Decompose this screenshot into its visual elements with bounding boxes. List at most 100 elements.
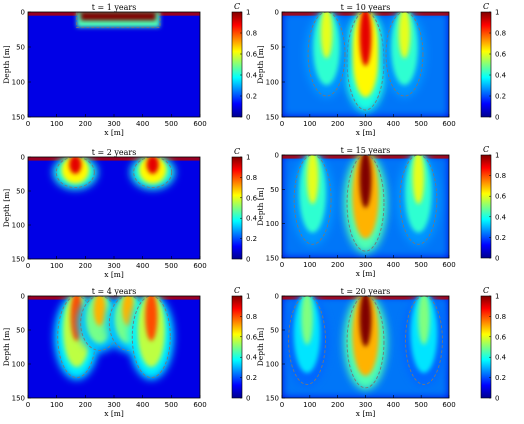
plume-core xyxy=(359,12,372,66)
x-tick-label: 300 xyxy=(107,262,120,270)
x-tick-label: 600 xyxy=(442,120,455,128)
colorbar-tick-label: 0 xyxy=(495,395,499,403)
plume-core xyxy=(69,157,82,174)
colorbar-tick-label: 0 xyxy=(246,256,250,264)
y-tick-label: 100 xyxy=(266,220,279,228)
plume-core xyxy=(359,155,372,208)
plume-core xyxy=(412,155,425,205)
x-tick-label: 200 xyxy=(331,401,344,409)
colorbar-tick-label: 0.4 xyxy=(246,215,258,223)
colorbar-tick-label: 0 xyxy=(246,395,250,403)
contour-line xyxy=(133,157,173,189)
x-tick-label: 500 xyxy=(165,401,178,409)
x-tick-label: 300 xyxy=(359,120,372,128)
x-tick-label: 100 xyxy=(50,120,63,128)
panel-title: t = 10 years xyxy=(341,3,391,12)
colorbar-tick-label: 0.2 xyxy=(246,93,257,101)
contour-line xyxy=(76,12,161,28)
concentration-field xyxy=(28,296,200,398)
x-tick-label: 500 xyxy=(165,262,178,270)
x-tick-label: 400 xyxy=(387,120,400,128)
y-tick-label: 0 xyxy=(275,152,279,160)
colorbar xyxy=(480,11,492,118)
surface-layer xyxy=(28,157,200,161)
x-axis-label: x [m] xyxy=(104,128,124,137)
contour-line xyxy=(405,296,443,385)
contour-line xyxy=(399,155,438,245)
plume-core xyxy=(320,12,333,59)
colorbar-tick-label: 1 xyxy=(246,154,250,162)
x-tick-label: 0 xyxy=(26,120,30,128)
field-background xyxy=(28,12,200,117)
plume-2 xyxy=(290,155,335,247)
x-tick-label: 400 xyxy=(136,120,149,128)
x-tick-label: 200 xyxy=(79,262,92,270)
x-tick-label: 200 xyxy=(79,401,92,409)
x-tick-label: 600 xyxy=(193,262,206,270)
contour-line xyxy=(346,155,385,252)
panel-title: t = 20 years xyxy=(341,287,391,296)
plume-core xyxy=(93,296,106,326)
y-axis-label: Depth [m] xyxy=(2,189,11,228)
y-axis-label: Depth [m] xyxy=(256,45,265,84)
colorbar-tick-label: 0.6 xyxy=(246,194,258,202)
contour-line xyxy=(293,155,332,245)
x-tick-label: 300 xyxy=(359,261,372,269)
plume-2 xyxy=(130,157,176,190)
colorbar-tick-label: 0 xyxy=(246,114,250,122)
colorbar-tick-label: 0.6 xyxy=(246,51,258,59)
colorbar-tick-label: 0.6 xyxy=(246,333,258,341)
x-tick-label: 200 xyxy=(331,120,344,128)
contour-line xyxy=(307,12,346,97)
colorbar-label: C xyxy=(234,2,240,11)
concentration-field xyxy=(282,155,449,258)
x-tick-label: 0 xyxy=(280,261,284,269)
y-axis-label: Depth [m] xyxy=(2,328,11,367)
colorbar-tick-label: 0.4 xyxy=(246,72,258,80)
x-tick-label: 100 xyxy=(50,262,63,270)
x-tick-label: 300 xyxy=(359,401,372,409)
colorbar-tick-label: 1 xyxy=(495,152,499,160)
x-tick-label: 500 xyxy=(165,120,178,128)
x-tick-label: 300 xyxy=(107,401,120,409)
panel-4: t = 15 years 0 100 200 300 400 500 600 x [m] 0 50 1… xyxy=(256,145,507,278)
x-axis-label: x [m] xyxy=(356,409,376,418)
x-tick-label: 0 xyxy=(26,401,30,409)
y-tick-label: 50 xyxy=(16,44,25,52)
y-tick-label: 0 xyxy=(21,9,25,17)
x-tick-label: 400 xyxy=(387,261,400,269)
colorbar xyxy=(480,295,492,399)
colorbar-tick-label: 0.2 xyxy=(495,93,506,101)
colorbar-tick-label: 0.8 xyxy=(246,30,257,38)
plume-4 xyxy=(128,296,174,380)
x-tick-label: 100 xyxy=(50,401,63,409)
panel-title: t = 4 years xyxy=(92,287,137,296)
x-tick-label: 500 xyxy=(414,401,427,409)
contour-line xyxy=(288,296,326,385)
x-tick-label: 0 xyxy=(280,401,284,409)
colorbar-tick-label: 0.2 xyxy=(246,235,257,243)
x-tick-label: 200 xyxy=(79,120,92,128)
y-axis-label: Depth [m] xyxy=(256,328,265,367)
panel-6: t = 20 years 0 100 200 300 400 500 600 x [m] 0 50 1… xyxy=(256,286,507,418)
x-axis-label: x [m] xyxy=(356,269,376,278)
x-tick-label: 400 xyxy=(387,401,400,409)
surface-layer xyxy=(28,296,200,300)
plume-1 xyxy=(76,12,161,28)
plume-core xyxy=(80,12,156,21)
y-tick-label: 50 xyxy=(270,327,279,335)
colorbar-tick-label: 0.8 xyxy=(246,174,257,182)
x-tick-label: 100 xyxy=(303,401,316,409)
colorbar-tick-label: 0.4 xyxy=(495,72,507,80)
colorbar-tick-label: 1 xyxy=(495,9,499,17)
colorbar-tick-label: 0.4 xyxy=(495,354,507,362)
plume-1 xyxy=(52,157,98,190)
colorbar-tick-label: 0.6 xyxy=(495,193,507,201)
colorbar-label: C xyxy=(234,147,240,156)
y-axis-label: Depth [m] xyxy=(256,187,265,226)
concentration-field xyxy=(28,12,200,117)
